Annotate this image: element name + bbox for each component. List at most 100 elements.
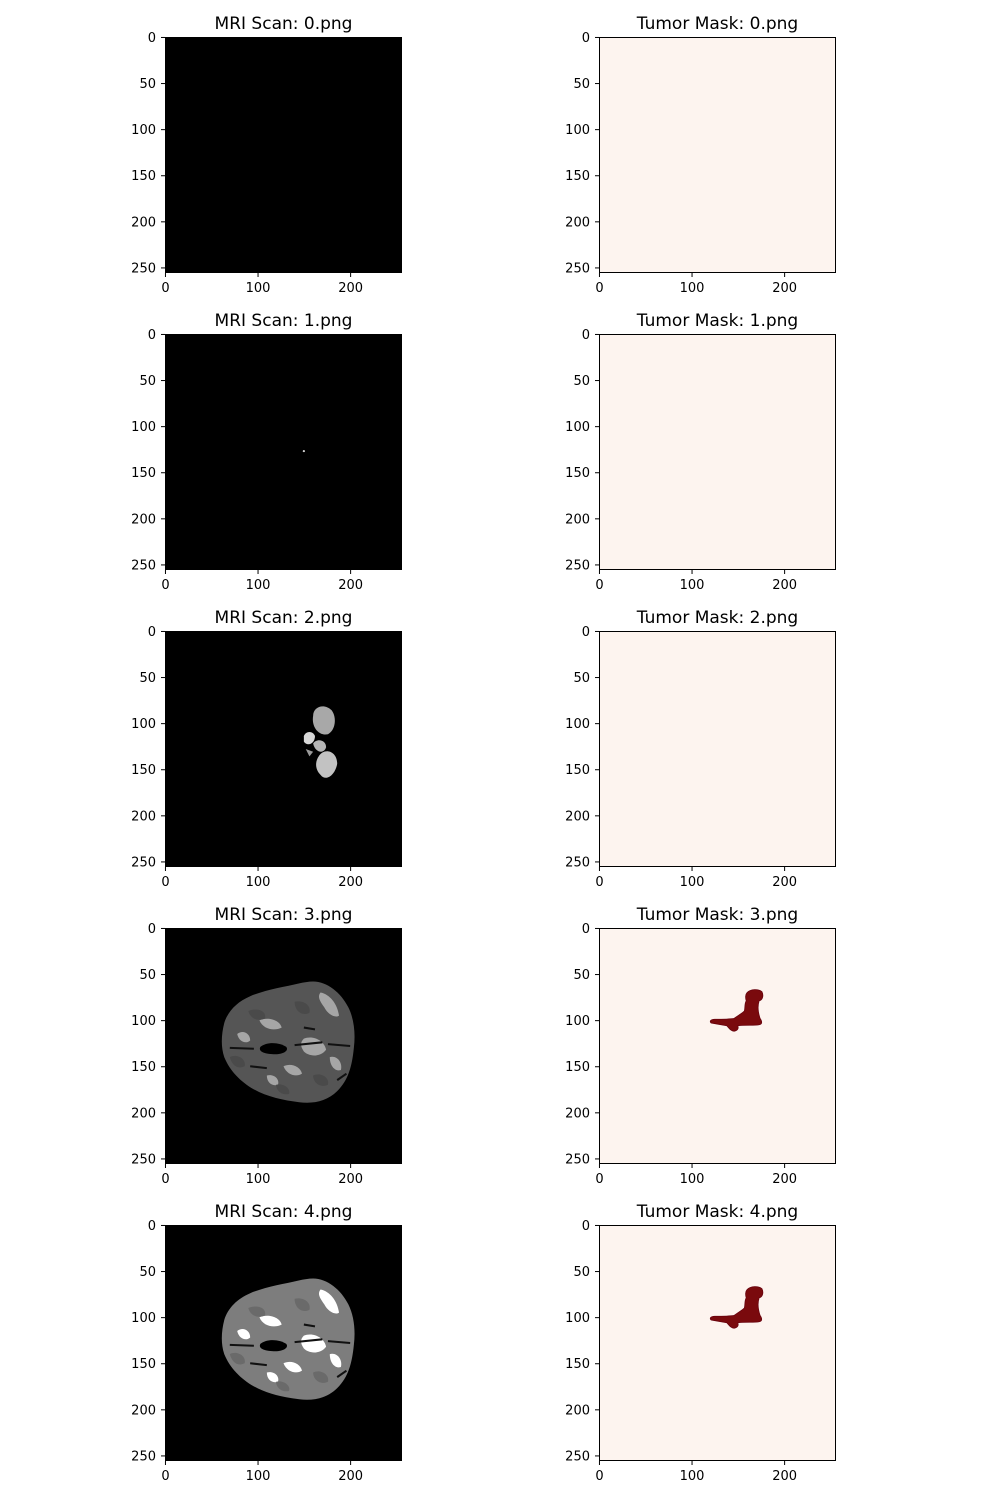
x-tick-label: 200 xyxy=(338,875,363,890)
x-tick-label: 100 xyxy=(246,1172,271,1187)
y-tick-label: 250 xyxy=(131,1449,156,1464)
x-tick-label: 0 xyxy=(595,281,603,296)
y-tick-label: 50 xyxy=(139,968,156,983)
sulcus xyxy=(250,1362,267,1367)
x-tick-label: 100 xyxy=(680,1172,705,1187)
sulcus xyxy=(336,1072,348,1081)
y-tick-label: 100 xyxy=(131,420,156,435)
y-tick-label: 100 xyxy=(565,1014,590,1029)
y-tick-label: 250 xyxy=(565,261,590,276)
y-tick-label: 0 xyxy=(148,328,156,343)
sulcus xyxy=(303,1026,316,1031)
y-tick-label: 150 xyxy=(131,763,156,778)
image-content xyxy=(302,449,305,453)
y-tick-label: 100 xyxy=(131,123,156,138)
x-tick-label: 200 xyxy=(772,281,797,296)
panel-title: Tumor Mask: 3.png xyxy=(636,905,798,925)
tumor-mask-panel: Tumor Mask: 0.png 0 100 200 0 50 100 150 200 250 xyxy=(565,14,836,296)
y-tick-label: 200 xyxy=(131,809,156,824)
y-tick-label: 100 xyxy=(131,1014,156,1029)
tumor-mask-panel: Tumor Mask: 3.png 0 100 200 0 50 100 150 200 250 xyxy=(565,905,836,1187)
y-tick-label: 0 xyxy=(148,1219,156,1234)
y-tick-label: 0 xyxy=(582,922,590,937)
y-tick-label: 200 xyxy=(131,1403,156,1418)
bright-tissue-region xyxy=(329,1056,342,1071)
bright-tissue-region xyxy=(237,1328,251,1340)
y-tick-label: 150 xyxy=(565,763,590,778)
y-tick-label: 150 xyxy=(131,1357,156,1372)
x-tick-label: 0 xyxy=(595,875,603,890)
tissue-blob xyxy=(313,740,327,752)
panel-title: MRI Scan: 1.png xyxy=(215,311,353,331)
sulcus xyxy=(327,1043,351,1048)
dark-tissue-region xyxy=(229,1352,245,1365)
x-tick-label: 0 xyxy=(595,1172,603,1187)
y-tick-label: 0 xyxy=(148,31,156,46)
y-tick-label: 200 xyxy=(565,215,590,230)
tissue-blob xyxy=(316,751,338,778)
y-tick-label: 150 xyxy=(565,169,590,184)
y-tick-label: 250 xyxy=(131,558,156,573)
mri-image xyxy=(165,631,402,867)
x-tick-label: 100 xyxy=(680,875,705,890)
y-tick-label: 0 xyxy=(582,625,590,640)
y-tick-label: 100 xyxy=(131,717,156,732)
x-tick-label: 200 xyxy=(338,578,363,593)
y-tick-label: 0 xyxy=(148,625,156,640)
dark-tissue-region xyxy=(294,1001,310,1014)
mask-image xyxy=(599,37,836,273)
y-tick-label: 50 xyxy=(573,671,590,686)
x-tick-label: 200 xyxy=(338,281,363,296)
x-tick-label: 0 xyxy=(595,1469,603,1484)
sulcus xyxy=(229,1343,254,1347)
dark-tissue-region xyxy=(313,1074,329,1086)
panel-title: MRI Scan: 4.png xyxy=(215,1202,353,1222)
y-tick-label: 250 xyxy=(565,855,590,870)
bright-tissue-region xyxy=(259,1018,282,1030)
y-tick-label: 250 xyxy=(131,1152,156,1167)
y-tick-label: 0 xyxy=(582,1219,590,1234)
axes-frame xyxy=(599,37,836,273)
dark-tissue-region xyxy=(248,1306,266,1317)
image-content xyxy=(709,989,764,1032)
sulcus xyxy=(229,1046,254,1050)
y-tick-label: 150 xyxy=(131,1060,156,1075)
axes-frame xyxy=(599,631,836,867)
x-tick-label: 100 xyxy=(246,578,271,593)
x-tick-label: 0 xyxy=(161,281,169,296)
sulcus xyxy=(294,1041,323,1047)
image-content xyxy=(303,706,338,778)
axes-frame xyxy=(599,334,836,570)
y-tick-label: 150 xyxy=(565,1060,590,1075)
tissue-blob xyxy=(305,749,314,757)
x-tick-label: 200 xyxy=(338,1469,363,1484)
y-tick-label: 50 xyxy=(139,1265,156,1280)
y-tick-label: 250 xyxy=(131,261,156,276)
panel-title: MRI Scan: 3.png xyxy=(215,905,353,925)
tissue-blob xyxy=(303,731,315,745)
x-tick-label: 200 xyxy=(772,1172,797,1187)
x-tick-label: 0 xyxy=(161,578,169,593)
tumor-mask-panel: Tumor Mask: 1.png 0 100 200 0 50 100 150 200 250 xyxy=(565,311,836,593)
bright-tissue-region xyxy=(318,992,340,1017)
mask-image xyxy=(599,334,836,570)
panel-title: Tumor Mask: 4.png xyxy=(636,1202,798,1222)
y-tick-label: 50 xyxy=(573,1265,590,1280)
panel-title: MRI Scan: 0.png xyxy=(215,14,353,34)
y-tick-label: 0 xyxy=(582,328,590,343)
sulcus xyxy=(336,1369,348,1378)
tissue-blob xyxy=(312,706,335,735)
bright-tissue-region xyxy=(259,1315,282,1327)
mri-image xyxy=(165,334,402,570)
sulcus xyxy=(303,1323,316,1328)
tumor-region xyxy=(709,989,764,1032)
image-content xyxy=(221,981,355,1103)
bright-tissue-region xyxy=(283,1361,303,1373)
y-tick-label: 50 xyxy=(139,671,156,686)
y-tick-label: 100 xyxy=(565,717,590,732)
dark-tissue-region xyxy=(229,1055,245,1068)
x-tick-label: 100 xyxy=(246,1469,271,1484)
y-tick-label: 250 xyxy=(565,1152,590,1167)
mri-image xyxy=(165,37,402,273)
